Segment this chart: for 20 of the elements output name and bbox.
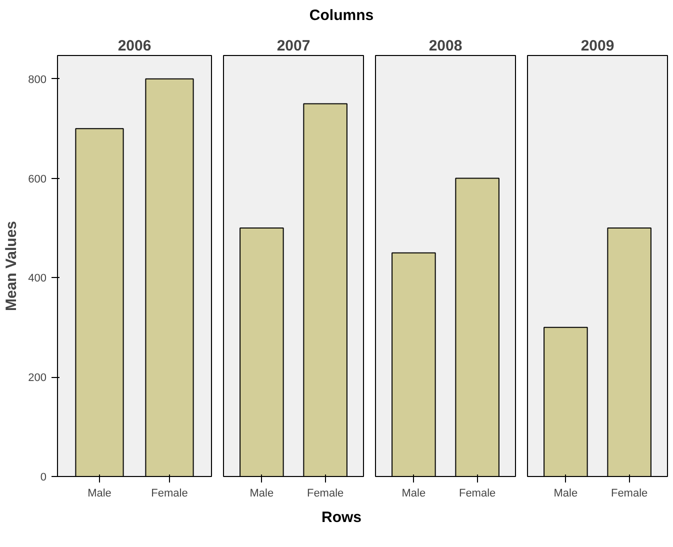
y-tick-label: 0	[40, 472, 47, 484]
x-tick-label: Female	[306, 488, 344, 500]
chart-title: 2008	[428, 38, 462, 54]
chart-title: 2009	[580, 38, 614, 54]
y-axis-title: Mean Values	[3, 220, 20, 312]
x-tick-label: Male	[250, 488, 274, 500]
x-tick-label: Female	[458, 488, 496, 500]
text: Rows	[321, 508, 362, 528]
chart-title: 2007	[276, 38, 310, 54]
y-tick-label: 600	[28, 173, 47, 186]
y-tick-label: 800	[28, 74, 47, 86]
x-tick-label: Male	[554, 488, 578, 500]
y-tick-label: 400	[28, 272, 47, 285]
y-tick-label: 200	[28, 372, 47, 384]
chart-title: 2006	[118, 38, 152, 54]
x-tick-label: Female	[610, 488, 648, 500]
x-tick-label: Female	[151, 488, 188, 500]
text: Columns	[309, 6, 374, 26]
x-tick-label: Male	[402, 488, 426, 500]
x-tick-label: Male	[88, 488, 112, 500]
